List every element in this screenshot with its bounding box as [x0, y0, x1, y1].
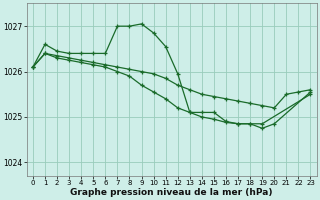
X-axis label: Graphe pression niveau de la mer (hPa): Graphe pression niveau de la mer (hPa)	[70, 188, 273, 197]
